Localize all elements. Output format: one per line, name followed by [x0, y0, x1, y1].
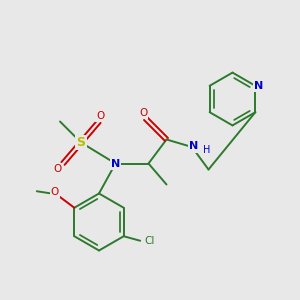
Text: S: S	[76, 136, 85, 149]
Text: O: O	[51, 187, 59, 197]
Text: O: O	[53, 164, 62, 174]
Text: N: N	[189, 141, 198, 152]
Text: H: H	[203, 145, 210, 155]
Text: O: O	[139, 108, 147, 118]
Text: N: N	[254, 81, 264, 91]
Text: Cl: Cl	[145, 236, 155, 246]
Text: O: O	[96, 111, 105, 121]
Text: N: N	[111, 159, 120, 169]
